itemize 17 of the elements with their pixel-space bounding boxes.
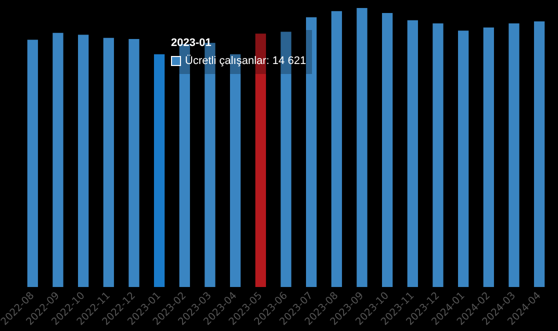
- bar: [128, 38, 140, 287]
- bar: [534, 21, 545, 287]
- bar: [407, 20, 418, 287]
- bar: [508, 23, 520, 287]
- bar: [432, 23, 444, 287]
- bar: [458, 30, 469, 287]
- bar: [356, 8, 368, 287]
- bar: [154, 54, 165, 287]
- bar: [306, 17, 317, 287]
- bar: [331, 11, 342, 287]
- bar: [52, 32, 64, 287]
- bar: [483, 28, 494, 287]
- bar: [382, 13, 393, 287]
- bar: [103, 38, 114, 287]
- bar: [78, 34, 89, 287]
- annotation: 2023-01: [171, 36, 212, 51]
- bar: [27, 40, 38, 287]
